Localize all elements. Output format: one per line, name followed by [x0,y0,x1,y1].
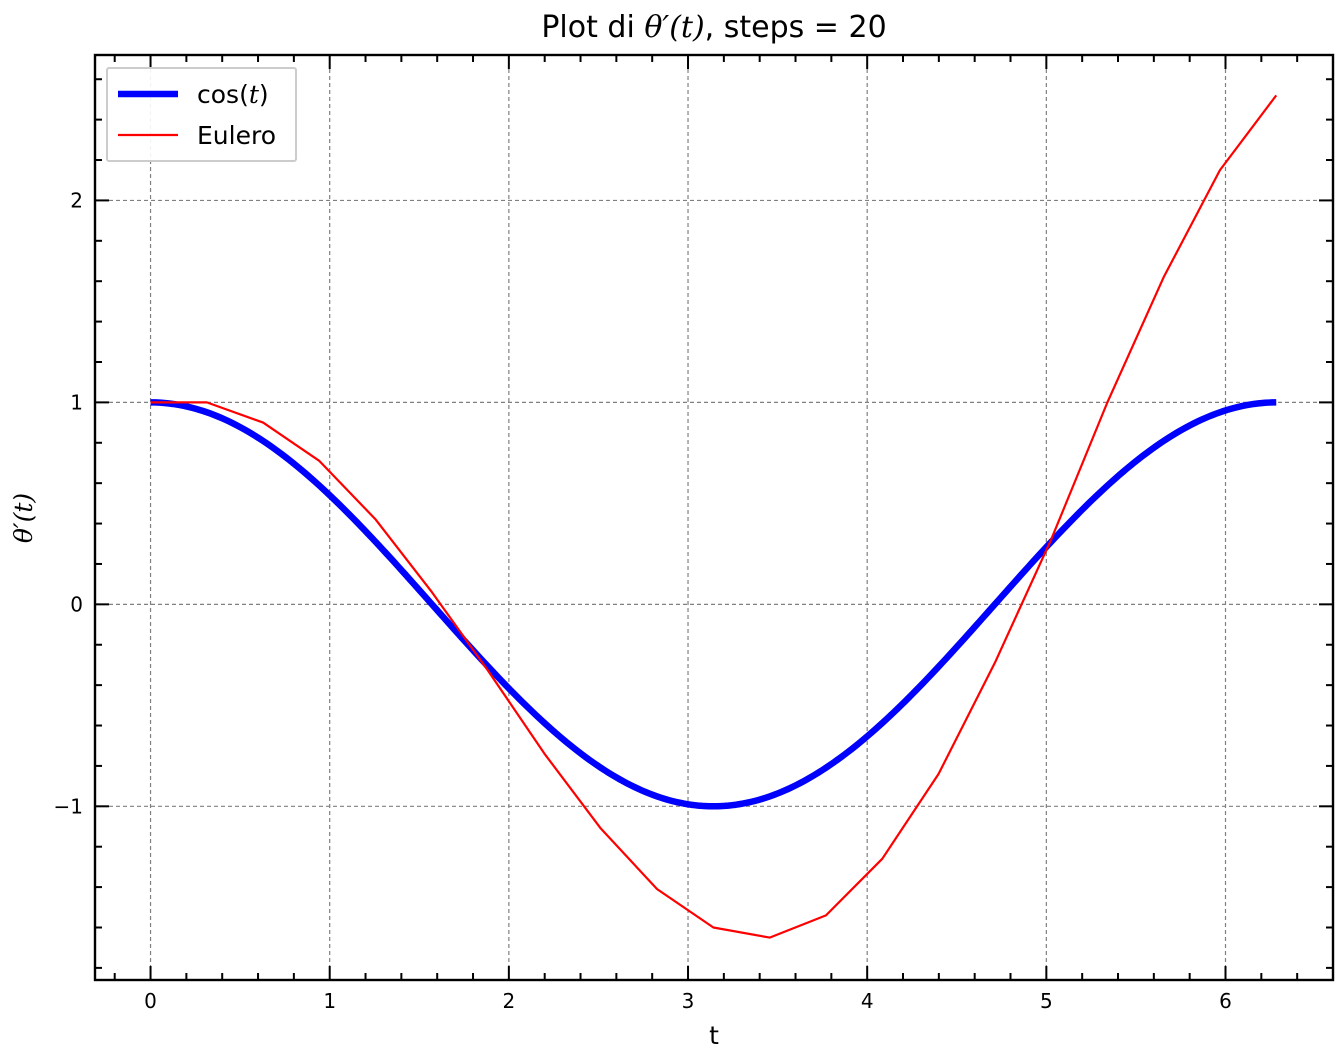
y-tick-label: 0 [70,592,83,616]
chart-title-suffix: , steps = 20 [705,10,887,45]
grid [95,55,1333,980]
x-axis-label: t [709,1021,719,1050]
tick-labels: 0 1 2 3 4 5 6 −1 0 1 2 [54,188,1232,1013]
ticks [95,55,1333,980]
legend-label-cos-text: cos( [197,80,249,109]
legend: cos(t) Eulero [106,67,297,162]
legend-label-cos: cos(t) [197,80,269,109]
x-tick-label: 5 [1040,989,1053,1013]
x-tick-label: 4 [861,989,874,1013]
x-tick-label: 6 [1219,989,1232,1013]
legend-label-eulero: Eulero [197,121,276,150]
chart-title-prefix: Plot di [541,10,644,45]
x-tick-label: 1 [323,989,336,1013]
x-tick-label: 2 [502,989,515,1013]
x-tick-label: 3 [682,989,695,1013]
y-tick-label: 2 [70,188,83,212]
chart-title: Plot di θ′(t), steps = 20 [541,10,886,45]
series-layer [150,94,1278,939]
series-line-cos [150,399,1277,810]
plot-frame [93,53,1335,982]
y-axis-label: θ′(t) [9,493,38,543]
legend-label-cos-math: t [249,80,260,109]
x-tick-label: 0 [144,989,157,1013]
legend-label-cos-end: ) [259,80,269,109]
series-line-eulero [150,94,1278,939]
y-tick-label: −1 [54,794,83,818]
y-tick-label: 1 [70,390,83,414]
chart-title-math: θ′(t) [644,10,704,45]
